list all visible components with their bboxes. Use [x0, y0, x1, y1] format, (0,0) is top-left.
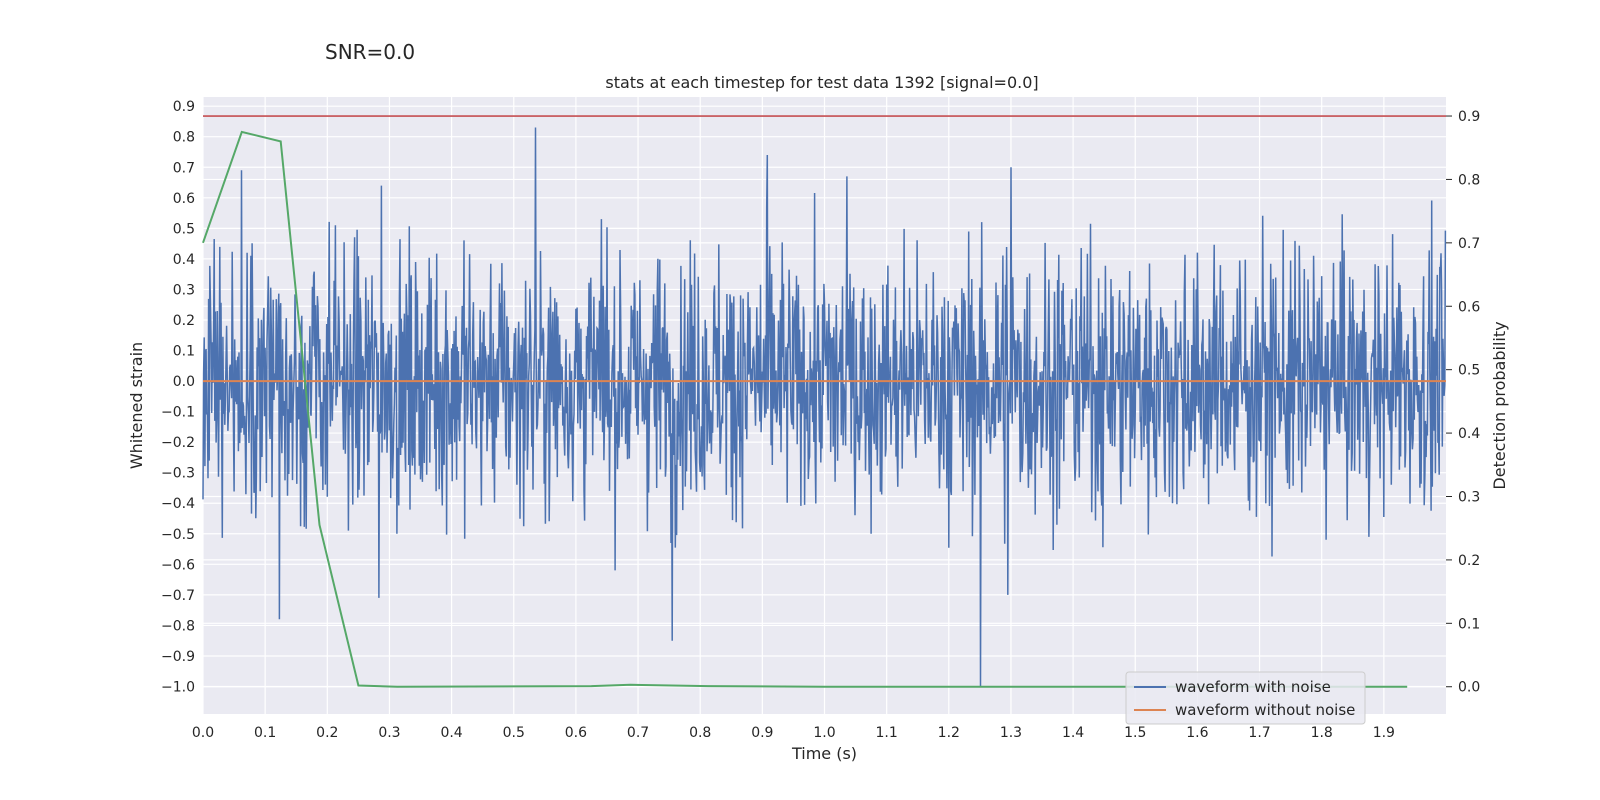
chart-title: stats at each timestep for test data 139…	[605, 73, 1038, 92]
y-left-tick-label: −0.8	[161, 618, 195, 634]
y-left-tick-label: 0.3	[173, 282, 195, 298]
x-tick-label: 1.2	[938, 725, 960, 741]
y-right-tick-label: 0.1	[1458, 616, 1480, 632]
x-axis-label: Time (s)	[791, 744, 857, 763]
x-tick-label: 1.0	[813, 725, 835, 741]
x-tick-label: 0.3	[378, 725, 400, 741]
x-tick-label: 1.8	[1311, 725, 1333, 741]
y-left-tick-label: −0.3	[161, 466, 195, 482]
x-tick-label: 0.2	[316, 725, 338, 741]
x-tick-label: 0.8	[689, 725, 711, 741]
y-left-tick-label: 0.1	[173, 344, 195, 360]
y-left-tick-label: −0.9	[161, 649, 195, 665]
y-right-axis-label: Detection probability	[1490, 321, 1509, 489]
series-detection-probability	[202, 130, 1408, 688]
y-left-tick-label: 0.2	[173, 313, 195, 329]
y-left-tick-label: 0.5	[173, 221, 195, 237]
y-left-tick-label: 0.4	[173, 252, 195, 268]
x-tick-label: 1.3	[1000, 725, 1022, 741]
y-left-tick-label: −0.1	[161, 405, 195, 421]
y-right-tick-label: 0.0	[1458, 680, 1480, 696]
y-left-tick-label: 0.8	[173, 130, 195, 146]
y-left-tick-label: 0.6	[173, 191, 195, 207]
detection-probability-layer	[202, 130, 1408, 688]
x-tick-label: 0.9	[751, 725, 773, 741]
x-tick-label: 1.1	[876, 725, 898, 741]
y-left-tick-label: −0.4	[161, 496, 195, 512]
y-right-ticks: 0.9 0.8 0.7 0.6 0.5 0.4 0.3 0.2 0.1 0.0	[1446, 109, 1480, 696]
y-left-tick-label: 0.7	[173, 160, 195, 176]
x-tick-label: 1.7	[1248, 725, 1270, 741]
y-left-tick-label: 0.0	[173, 374, 195, 390]
y-right-tick-label: 0.9	[1458, 109, 1480, 125]
x-tick-label: 0.7	[627, 725, 649, 741]
y-left-ticks: 0.9 0.8 0.7 0.6 0.5 0.4 0.3 0.2 0.1 0.0 −0.1 −0.2 −0…	[161, 99, 195, 695]
y-right-tick-label: 0.6	[1458, 299, 1480, 315]
y-left-tick-label: −0.7	[161, 588, 195, 604]
y-right-tick-label: 0.4	[1458, 426, 1480, 442]
series-waveform-with-noise	[202, 127, 1447, 687]
y-left-tick-label: 0.9	[173, 99, 195, 115]
x-tick-label: 0.1	[254, 725, 276, 741]
x-tick-label: 1.4	[1062, 725, 1084, 741]
legend-box	[1125, 671, 1366, 725]
y-right-tick-label: 0.3	[1458, 489, 1480, 505]
x-ticks: 0.0 0.1 0.2 0.3 0.4 0.5 0.6 0.7 0.8 0.9 1.0 1.1 1.2 1…	[192, 725, 1395, 741]
y-left-tick-label: −0.2	[161, 435, 195, 451]
waveform-with-noise-layer	[202, 127, 1447, 687]
figure-suptitle: SNR=0.0	[325, 40, 416, 64]
x-tick-label: 0.6	[565, 725, 587, 741]
x-tick-label: 0.5	[503, 725, 525, 741]
x-tick-label: 1.6	[1186, 725, 1208, 741]
x-tick-label: 1.9	[1373, 725, 1395, 741]
legend-label: waveform without noise	[1175, 701, 1355, 719]
y-left-tick-label: −0.6	[161, 557, 195, 573]
x-tick-label: 1.5	[1124, 725, 1146, 741]
y-right-tick-label: 0.2	[1458, 553, 1480, 569]
x-tick-label: 0.0	[192, 725, 214, 741]
y-right-tick-label: 0.5	[1458, 363, 1480, 379]
y-right-tick-label: 0.7	[1458, 236, 1480, 252]
x-tick-label: 0.4	[440, 725, 462, 741]
y-right-tick-label: 0.8	[1458, 172, 1480, 188]
y-left-tick-label: −0.5	[161, 527, 195, 543]
y-left-tick-label: −1.0	[161, 680, 195, 696]
y-left-axis-label: Whitened strain	[127, 342, 146, 469]
legend-label: waveform with noise	[1175, 678, 1331, 696]
legend: waveform with noise waveform without nois…	[1125, 671, 1366, 725]
